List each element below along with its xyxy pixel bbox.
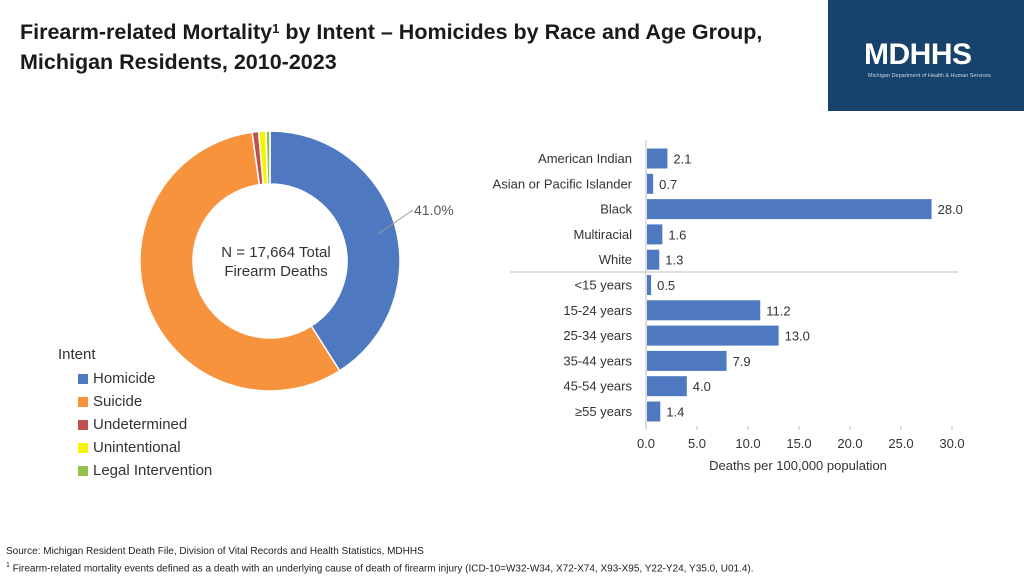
legend-item: Homicide xyxy=(58,367,212,390)
bar-value-label: 0.5 xyxy=(657,278,675,293)
legend-item: Suicide xyxy=(58,390,212,413)
source-line: Source: Michigan Resident Death File, Di… xyxy=(6,546,424,557)
bar-value-label: 2.1 xyxy=(673,152,691,167)
donut-chart: 41.0% N = 17,664 Total Firearm Deaths xyxy=(139,130,454,392)
bar-6 xyxy=(647,275,652,295)
bar-category-label: Black xyxy=(600,202,632,217)
legend-swatch xyxy=(78,396,88,407)
donut-slice-homicide xyxy=(269,130,401,372)
bar-value-label: 13.0 xyxy=(785,329,810,344)
bar-value-label: 1.3 xyxy=(665,253,683,268)
x-tick-label: 25.0 xyxy=(888,436,913,451)
bar-4 xyxy=(647,224,663,245)
legend-swatch xyxy=(78,373,88,384)
bar-value-label: 7.9 xyxy=(733,354,751,369)
donut-legend: Intent Homicide Suicide Undetermined Uni… xyxy=(58,346,212,482)
donut-slice-suicide xyxy=(139,131,341,392)
bar-category-label: 35-44 years xyxy=(563,353,632,368)
bar-value-label: 0.7 xyxy=(659,177,677,192)
bar-category-label: 45-54 years xyxy=(563,379,632,394)
donut-slice-legal-intervention xyxy=(265,130,271,185)
x-tick-label: 0.0 xyxy=(637,436,655,451)
footnote-line: 1 Firearm-related mortality events defin… xyxy=(6,562,754,575)
x-tick-label: 15.0 xyxy=(786,436,811,451)
source-footer: Source: Michigan Resident Death File, Di… xyxy=(6,545,754,576)
logo-subtext: Michigan Department of Health & Human Se… xyxy=(868,73,991,79)
legend-swatch xyxy=(78,465,88,476)
donut-center-line1: N = 17,664 Total xyxy=(221,244,330,261)
bar-category-label: American Indian xyxy=(538,151,632,166)
donut-callout-label: 41.0% xyxy=(414,202,454,218)
legend-title: Intent xyxy=(58,346,96,363)
x-axis-title: Deaths per 100,000 population xyxy=(709,458,887,473)
bar-category-label: Multiracial xyxy=(573,227,632,242)
legend-swatch xyxy=(78,419,88,430)
bar-3 xyxy=(647,199,932,220)
bar-category-label: <15 years xyxy=(575,278,633,293)
bar-value-label: 28.0 xyxy=(938,202,963,217)
bar-category-label: ≥55 years xyxy=(575,404,632,419)
donut-callout-line xyxy=(377,209,414,235)
bar-value-label: 11.2 xyxy=(766,303,790,318)
mdhhs-logo: MDHHS Michigan Department of Health & Hu… xyxy=(828,0,1024,111)
bar-category-label: 15-24 years xyxy=(563,303,632,318)
bar-category-label: Asian or Pacific Islander xyxy=(493,176,633,191)
legend-swatch xyxy=(78,442,88,453)
bar-9 xyxy=(647,350,727,371)
x-tick-label: 20.0 xyxy=(837,436,862,451)
x-tick-label: 5.0 xyxy=(688,436,706,451)
legend-item: Legal Intervention xyxy=(58,459,212,482)
bar-11 xyxy=(647,401,661,422)
bar-5 xyxy=(647,249,660,270)
bar-category-label: White xyxy=(599,252,632,267)
bar-8 xyxy=(647,325,779,346)
legend-item: Unintentional xyxy=(58,436,212,459)
bar-category-label: 25-34 years xyxy=(563,328,632,343)
bar-2 xyxy=(647,173,654,194)
x-tick-label: 30.0 xyxy=(939,436,964,451)
bar-value-label: 1.6 xyxy=(668,227,686,242)
x-tick-label: 10.0 xyxy=(735,436,760,451)
bar-value-label: 4.0 xyxy=(693,379,711,394)
bar-chart: American Indian 2.1 Asian or Pacific Islan… xyxy=(493,140,965,473)
bar-value-label: 1.4 xyxy=(666,405,684,420)
bar-10 xyxy=(647,376,687,397)
bar-7 xyxy=(647,300,761,321)
title-footnote-mark: 1 xyxy=(272,21,280,36)
logo-text: MDHHS xyxy=(864,38,972,71)
donut-center-line2: Firearm Deaths xyxy=(224,263,327,280)
page-title: Firearm-related Mortality1 by Intent – H… xyxy=(20,20,763,74)
bar-1 xyxy=(647,148,668,169)
legend-item: Undetermined xyxy=(58,413,212,436)
